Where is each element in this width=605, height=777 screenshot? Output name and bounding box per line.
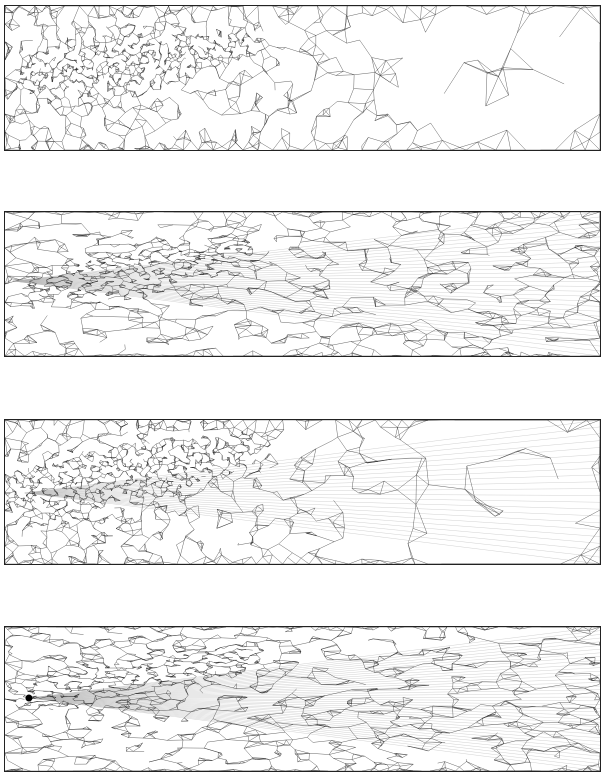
source-dot xyxy=(25,694,33,702)
mesh-svg-3 xyxy=(5,420,600,564)
mesh-panel-1 xyxy=(4,5,601,151)
fan-lines xyxy=(12,212,600,356)
mesh-lines xyxy=(5,212,600,356)
fan-lines xyxy=(28,627,600,771)
mesh-edges xyxy=(5,420,600,564)
mesh-lines xyxy=(5,6,600,150)
mesh-edges xyxy=(5,212,600,356)
mesh-svg-4 xyxy=(5,627,600,771)
mesh-lines xyxy=(5,420,600,564)
mesh-panel-3 xyxy=(4,419,601,565)
mesh-svg-1 xyxy=(5,6,600,150)
mesh-lines xyxy=(5,627,600,771)
mesh-panel-2 xyxy=(4,211,601,357)
mesh-panel-4 xyxy=(4,626,601,772)
mesh-svg-2 xyxy=(5,212,600,356)
mesh-edges xyxy=(5,6,600,150)
mesh-edges xyxy=(5,627,600,771)
fan-lines xyxy=(24,420,600,564)
